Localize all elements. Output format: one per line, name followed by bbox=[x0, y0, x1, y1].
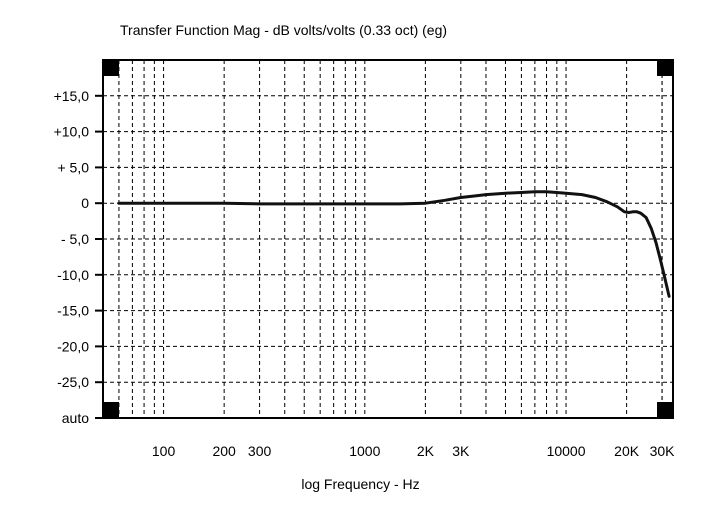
x-tick-label: 1000 bbox=[349, 443, 380, 459]
x-tick-label: 30K bbox=[650, 443, 676, 459]
x-axis-label: log Frequency - Hz bbox=[301, 476, 420, 492]
corner-mark bbox=[657, 402, 673, 418]
grid-lines bbox=[103, 60, 673, 418]
y-tick-label: +10,0 bbox=[54, 124, 90, 140]
y-tick-label: -20,0 bbox=[57, 338, 89, 354]
x-tick-label: 300 bbox=[248, 443, 272, 459]
x-tick-label: 3K bbox=[452, 443, 470, 459]
frame-corner-marks bbox=[103, 60, 673, 418]
x-tick-label: 10000 bbox=[547, 443, 586, 459]
x-tick-label: 200 bbox=[212, 443, 236, 459]
y-tick-label: + 5,0 bbox=[57, 159, 89, 175]
corner-mark bbox=[103, 402, 119, 418]
y-tick-label: -15,0 bbox=[57, 303, 89, 319]
x-tick-label: 20K bbox=[614, 443, 640, 459]
y-tick-label: -10,0 bbox=[57, 267, 89, 283]
y-tick-label: -25,0 bbox=[57, 374, 89, 390]
y-tick-label: auto bbox=[62, 410, 89, 426]
x-tick-label: 2K bbox=[417, 443, 435, 459]
x-axis-ticks: 100 200 300 1000 2K 3K 10000 20K 30K bbox=[152, 443, 675, 459]
y-tick-label: - 5,0 bbox=[61, 231, 89, 247]
corner-mark bbox=[657, 60, 673, 76]
chart-title: Transfer Function Mag - dB volts/volts (… bbox=[120, 22, 448, 38]
corner-mark bbox=[103, 60, 119, 76]
x-tick-label: 100 bbox=[152, 443, 176, 459]
y-tick-label: +15,0 bbox=[54, 88, 90, 104]
series-layer bbox=[117, 190, 671, 298]
y-axis-ticks: +15,0 +10,0 + 5,0 0 - 5,0 -10,0 -15,0 -20,0 -25,… bbox=[54, 88, 103, 426]
series-line bbox=[117, 190, 671, 298]
y-tick-label: 0 bbox=[81, 195, 89, 211]
